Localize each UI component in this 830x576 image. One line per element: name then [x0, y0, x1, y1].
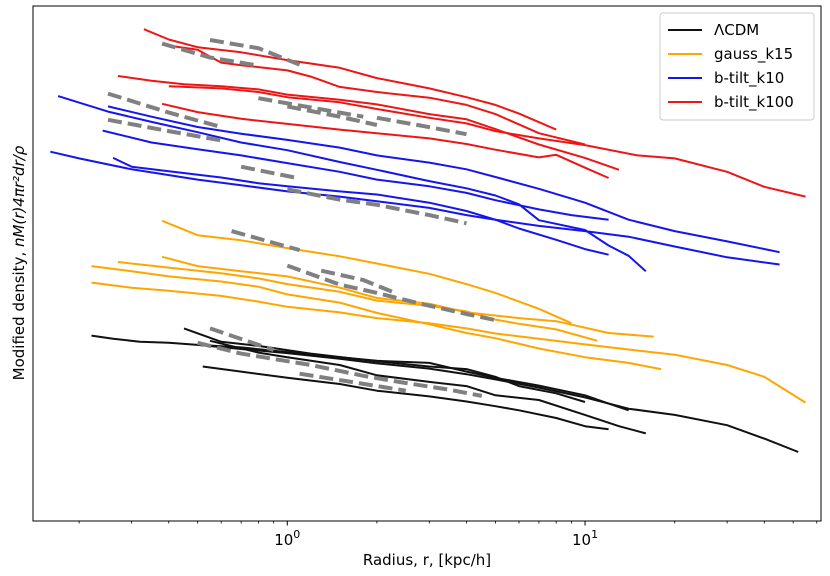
legend: ΛCDM gauss_k15 b-tilt_k10 b-tilt_k100 [659, 12, 815, 121]
series-line [50, 150, 780, 266]
series-line [117, 75, 620, 171]
series-line [107, 105, 780, 254]
fit-dashed-line [299, 371, 407, 393]
series-line [202, 365, 609, 431]
x-tick-labels: 100 101 [274, 528, 598, 549]
x-tick-label-base: 10 [572, 531, 591, 549]
series-line [183, 327, 586, 403]
legend-box [659, 12, 815, 121]
series-line [143, 28, 557, 131]
y-axis-label-math: nM(r)4πr²dr/ρ [10, 145, 28, 247]
fit-dashed-line [258, 96, 364, 119]
data-lines [50, 28, 807, 453]
series-line [197, 343, 629, 412]
series-line [91, 265, 662, 371]
fit-dashed-line [376, 115, 467, 137]
x-tick-label-exponent: 1 [591, 528, 598, 541]
y-axis-label-main: Modified density, [10, 247, 28, 380]
fit-dashed-line [286, 263, 496, 323]
x-axis-label: Radius, r, [kpc/h] [363, 551, 491, 569]
series-line [209, 339, 647, 435]
series-line [168, 85, 806, 198]
series-line [117, 261, 598, 342]
legend-label: gauss_k15 [714, 45, 793, 64]
fit-dashed-line [161, 41, 259, 68]
plot-frame [32, 5, 822, 522]
x-tick-label: 100 [274, 528, 300, 549]
fit-dashed-line [240, 164, 300, 181]
fit-dashed-line [286, 104, 378, 127]
x-tick-label: 101 [572, 528, 598, 549]
series-line [161, 43, 586, 146]
fit-dashed-line [197, 340, 483, 398]
series-line [161, 219, 572, 325]
x-tick-label-exponent: 0 [293, 528, 300, 541]
fit-lines [107, 38, 496, 398]
fit-dashed-line [209, 38, 301, 67]
fit-dashed-line [209, 326, 275, 352]
x-major-ticks [286, 521, 586, 526]
series-line [57, 95, 647, 272]
y-axis-label: Modified density, nM(r)4πr²dr/ρ [10, 145, 28, 380]
fit-dashed-line [231, 229, 301, 253]
series-line [102, 129, 609, 221]
series-line [112, 156, 609, 256]
series-line [161, 102, 609, 179]
fit-dashed-line [107, 91, 222, 129]
series-line [91, 334, 799, 453]
legend-label: b-tilt_k100 [714, 93, 794, 112]
fit-dashed-line [320, 268, 396, 295]
fit-dashed-line [107, 117, 222, 143]
x-tick-label-base: 10 [274, 531, 293, 549]
legend-label: b-tilt_k10 [714, 69, 784, 88]
fit-dashed-line [286, 187, 467, 226]
legend-label: ΛCDM [714, 21, 759, 39]
series-line [91, 281, 807, 404]
